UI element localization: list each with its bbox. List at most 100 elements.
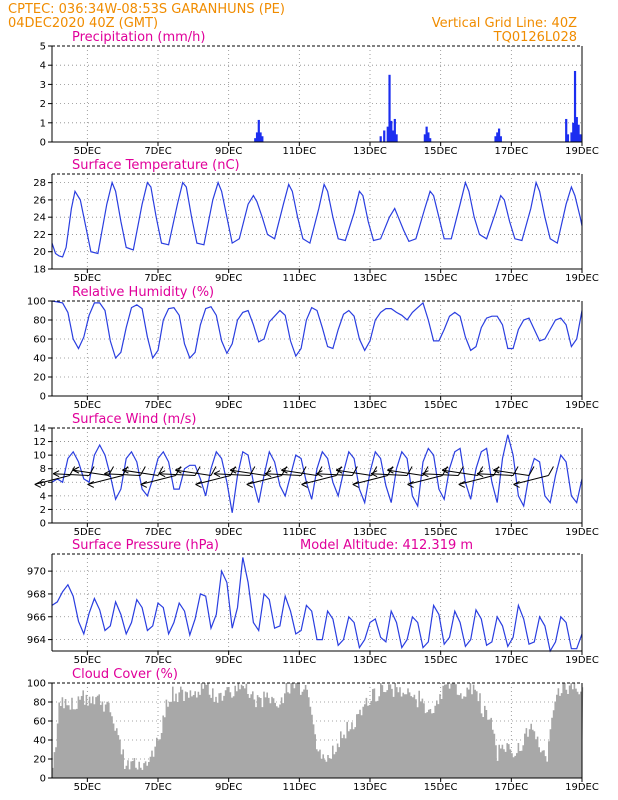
rh-panel: Relative Humidity (%) 0 20 40 60 80 100 5DEC 7DE… [27, 285, 599, 411]
wind-xtick-label: 13DEC [353, 527, 387, 538]
precip-bar [395, 134, 398, 142]
rh-grid [52, 301, 582, 396]
header-model-id: TQ0126L028 [493, 30, 577, 45]
precip-xtick-label: 17DEC [494, 146, 528, 157]
temp-ytick-label: 20 [33, 247, 46, 258]
pres-xtick-label: 5DEC [74, 655, 101, 666]
precip-bar [423, 134, 426, 142]
precip-ytick-label: 4 [40, 61, 46, 72]
pres-ytick-label: 966 [27, 612, 46, 623]
cloud-xtick-label: 19DEC [565, 782, 599, 793]
precip-xtick-label: 5DEC [74, 146, 101, 157]
precip-bar [391, 130, 395, 142]
precip-bar [570, 132, 573, 142]
precip-xtick-label: 11DEC [282, 146, 316, 157]
wind-ytick-label: 14 [33, 424, 46, 435]
pres-xtick-label: 7DEC [144, 655, 171, 666]
precip-ytick-label: 2 [40, 99, 46, 110]
precip-ytick-label: 3 [40, 80, 46, 91]
precip-bar [254, 138, 257, 142]
precip-bar [259, 132, 262, 142]
rh-ytick-label: 40 [33, 354, 46, 365]
wind-barb [213, 466, 256, 478]
wind-xtick-label: 11DEC [282, 527, 316, 538]
cloud-xtick-label: 9DEC [215, 782, 242, 793]
precip-xtick-label: 19DEC [565, 146, 599, 157]
cloud-xtick-label: 7DEC [144, 782, 171, 793]
precip-xtick-label: 13DEC [353, 146, 387, 157]
precip-xtick-label: 9DEC [215, 146, 242, 157]
rh-ytick-label: 0 [40, 392, 46, 403]
wind-xtick-label: 19DEC [565, 527, 599, 538]
pres-ytick-label: 968 [27, 589, 46, 600]
temp-xtick-label: 15DEC [424, 273, 458, 284]
wind-barb [104, 466, 146, 478]
rh-xtick-label: 7DEC [144, 400, 171, 411]
wind-barb [316, 466, 358, 478]
pres-xtick-label: 17DEC [494, 655, 528, 666]
temp-series-line [51, 180, 583, 258]
temp-xtick-label: 17DEC [494, 273, 528, 284]
wind-barb [301, 466, 342, 488]
wind-ytick-label: 12 [33, 437, 46, 448]
precip-bar [261, 136, 264, 142]
wind-barb [476, 466, 519, 478]
cloud-area [52, 683, 584, 778]
precip-bar [494, 136, 497, 142]
header-grid-line: Vertical Grid Line: 40Z [432, 16, 577, 31]
precip-bar [257, 119, 260, 142]
cloud-xtick-label: 11DEC [282, 782, 316, 793]
precip-bar [379, 136, 382, 142]
cloud-xtick-label: 15DEC [424, 782, 458, 793]
precip-bar [390, 120, 393, 142]
precip-bar [572, 122, 575, 142]
precip-grid [52, 46, 582, 142]
wind-barb [264, 466, 307, 478]
temp-xtick-label: 5DEC [74, 273, 101, 284]
temp-ytick-label: 22 [33, 230, 46, 241]
wind-ytick-label: 4 [40, 491, 46, 502]
rh-xtick-label: 9DEC [215, 400, 242, 411]
pres-series-line [51, 557, 583, 653]
precip-title: Precipitation (mm/h) [72, 30, 205, 45]
precip-bar [573, 70, 577, 142]
temp-ytick-label: 28 [33, 178, 46, 189]
temp-xtick-label: 11DEC [282, 273, 316, 284]
cloud-ytick-label: 40 [33, 736, 46, 747]
cloud-panel: Cloud Cover (%) 0 20 40 60 80 100 5DEC 7DEC 9DEC 1… [27, 667, 599, 793]
precip-ytick-label: 1 [40, 118, 46, 129]
pres-xtick-label: 15DEC [424, 655, 458, 666]
cloud-ytick-label: 100 [27, 679, 46, 690]
wind-xtick-label: 7DEC [144, 527, 171, 538]
cloud-xtick-label: 13DEC [353, 782, 387, 793]
wind-ytick-label: 2 [40, 505, 46, 516]
rh-ytick-label: 80 [33, 316, 46, 327]
cloud-xtick-label: 17DEC [494, 782, 528, 793]
rh-ytick-label: 20 [33, 373, 46, 384]
cloud-ytick-label: 80 [33, 698, 46, 709]
wind-ytick-label: 10 [33, 451, 46, 462]
pres-ytick-label: 970 [27, 567, 46, 578]
wind-barb [175, 466, 217, 476]
precip-bar [388, 74, 391, 142]
wind-xtick-label: 17DEC [494, 527, 528, 538]
precip-bar [575, 117, 578, 142]
wind-series-line [51, 434, 583, 513]
temp-xtick-label: 9DEC [215, 273, 242, 284]
pres-panel: Surface Pressure (hPa) Model Altitude: 41… [27, 538, 599, 666]
wind-ytick-label: 0 [40, 519, 46, 530]
temp-ytick-label: 18 [33, 265, 46, 276]
rh-series-line [51, 300, 583, 360]
pres-title: Surface Pressure (hPa) [72, 538, 219, 553]
wind-barb [122, 466, 164, 476]
wind-barb [158, 466, 201, 478]
rh-title: Relative Humidity (%) [72, 285, 214, 300]
header-date: 04DEC2020 40Z (GMT) [8, 16, 158, 31]
cloud-ytick-label: 20 [33, 755, 46, 766]
precip-bar [499, 136, 502, 142]
precip-bar [386, 126, 389, 142]
rh-ytick-label: 60 [33, 335, 46, 346]
precip-bar [429, 138, 432, 142]
